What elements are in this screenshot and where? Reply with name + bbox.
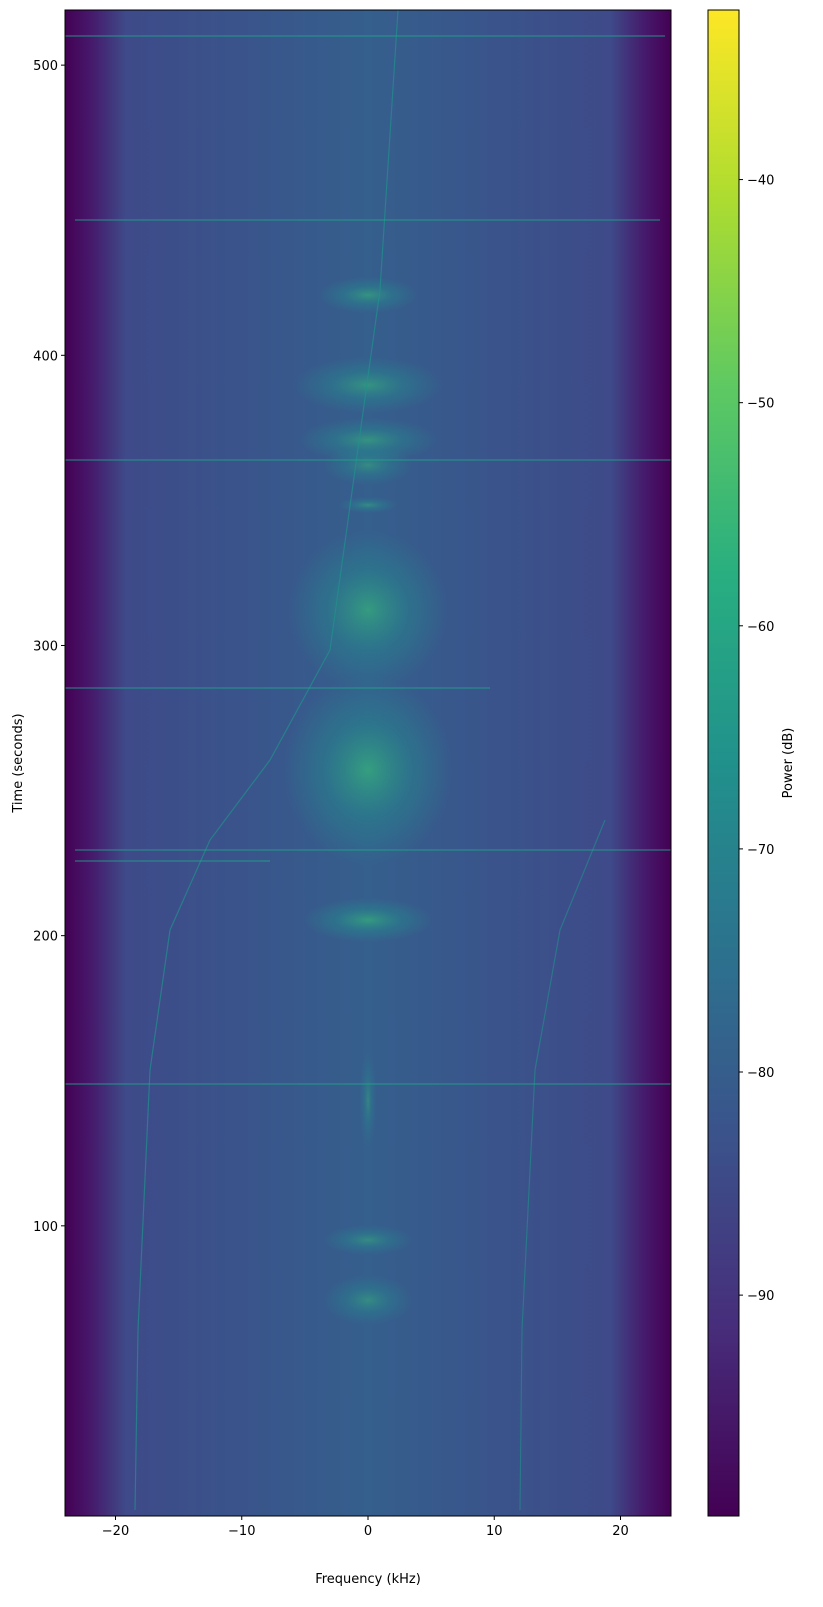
colorbar-tick-label: −60 bbox=[747, 620, 774, 635]
colorbar-tick-label: −40 bbox=[747, 174, 774, 189]
x-tick-label: 0 bbox=[364, 1524, 372, 1539]
colorbar-tick-label: −50 bbox=[747, 397, 774, 412]
x-axis-label: Frequency (kHz) bbox=[315, 1572, 421, 1587]
y-tick-label: 200 bbox=[33, 930, 58, 945]
colorbar-tick-label: −90 bbox=[747, 1289, 774, 1304]
colorbar bbox=[707, 9, 740, 1517]
spectrogram-image bbox=[65, 9, 671, 1516]
y-tick-label: 100 bbox=[33, 1220, 58, 1235]
colorbar-label: Power (dB) bbox=[781, 728, 796, 799]
y-tick-label: 500 bbox=[33, 59, 58, 74]
x-tick-label: −20 bbox=[102, 1524, 129, 1539]
y-tick-label: 300 bbox=[33, 639, 58, 654]
y-tick-label: 400 bbox=[33, 349, 58, 364]
x-tick-label: −10 bbox=[228, 1524, 255, 1539]
colorbar-tick-label: −80 bbox=[747, 1066, 774, 1081]
y-axis-label: Time (seconds) bbox=[11, 713, 26, 813]
x-tick-label: 10 bbox=[486, 1524, 503, 1539]
x-tick-label: 20 bbox=[612, 1524, 629, 1539]
colorbar-tick-label: −70 bbox=[747, 843, 774, 858]
